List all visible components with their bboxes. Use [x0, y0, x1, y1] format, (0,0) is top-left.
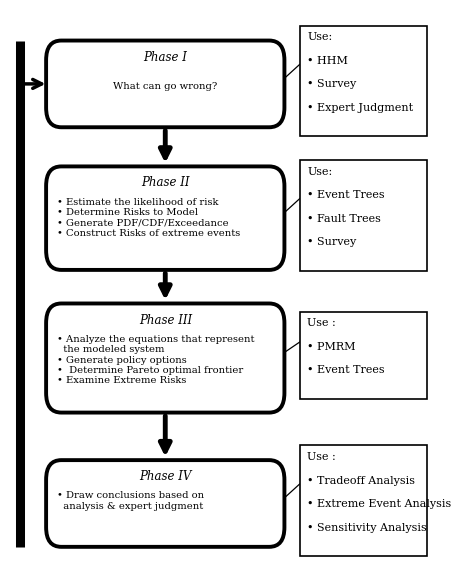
- Text: Use:: Use:: [307, 32, 333, 42]
- Text: • Sensitivity Analysis: • Sensitivity Analysis: [307, 523, 427, 532]
- FancyBboxPatch shape: [46, 460, 284, 547]
- Text: • Event Trees: • Event Trees: [307, 190, 385, 200]
- FancyBboxPatch shape: [300, 311, 428, 399]
- Text: • Expert Judgment: • Expert Judgment: [307, 103, 413, 113]
- Text: • Survey: • Survey: [307, 237, 356, 247]
- Text: • Extreme Event Analysis: • Extreme Event Analysis: [307, 499, 452, 509]
- Text: Phase III: Phase III: [139, 314, 192, 327]
- Text: Phase I: Phase I: [143, 51, 187, 64]
- Text: Use :: Use :: [307, 452, 336, 462]
- Text: Use:: Use:: [307, 167, 333, 177]
- Text: • Event Trees: • Event Trees: [307, 366, 385, 375]
- FancyBboxPatch shape: [300, 160, 428, 271]
- FancyBboxPatch shape: [46, 167, 284, 270]
- Text: Phase IV: Phase IV: [139, 470, 191, 483]
- Text: • PMRM: • PMRM: [307, 342, 356, 352]
- FancyBboxPatch shape: [300, 26, 428, 137]
- FancyBboxPatch shape: [300, 445, 428, 556]
- Text: Use :: Use :: [307, 318, 336, 328]
- Text: Phase II: Phase II: [141, 176, 190, 189]
- FancyBboxPatch shape: [46, 41, 284, 127]
- Text: • Draw conclusions based on
  analysis & expert judgment: • Draw conclusions based on analysis & e…: [57, 492, 204, 511]
- Text: • Estimate the likelihood of risk
• Determine Risks to Model
• Generate PDF/CDF/: • Estimate the likelihood of risk • Dete…: [57, 198, 240, 238]
- Text: • Tradeoff Analysis: • Tradeoff Analysis: [307, 476, 415, 485]
- Text: • Survey: • Survey: [307, 80, 356, 89]
- FancyBboxPatch shape: [46, 303, 284, 412]
- Text: • HHM: • HHM: [307, 56, 348, 66]
- Text: • Analyze the equations that represent
  the modeled system
• Generate policy op: • Analyze the equations that represent t…: [57, 335, 255, 385]
- Text: • Fault Trees: • Fault Trees: [307, 214, 381, 224]
- Text: What can go wrong?: What can go wrong?: [113, 72, 218, 92]
